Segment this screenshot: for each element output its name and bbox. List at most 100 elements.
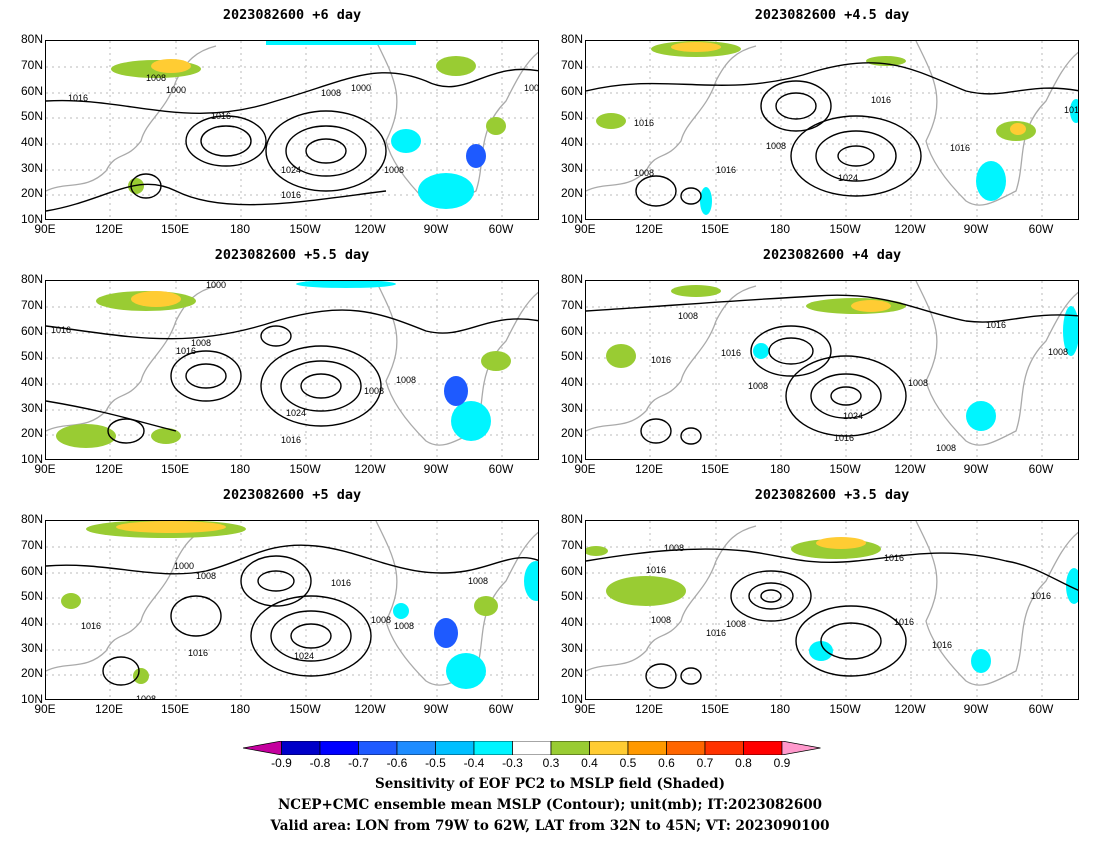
contour-label: 1016 (716, 165, 736, 175)
lon-tick-label: 120E (94, 702, 124, 716)
lat-tick-label: 80N (560, 32, 583, 46)
contour-label: 1024 (843, 411, 863, 421)
contour-label: 1008 (321, 88, 341, 98)
lat-tick-label: 40N (560, 375, 583, 389)
lon-tick-label: 180 (769, 462, 791, 476)
colorbar-tick-label: -0.3 (502, 756, 523, 770)
colorbar-tick-label: -0.8 (309, 756, 331, 770)
colorbar-cell (627, 741, 667, 755)
contour-label: 1016 (884, 553, 904, 563)
colorbar-tick-label: -0.5 (425, 756, 446, 770)
map-canvas: 1008 1016 1016 1008 1008 1016 1024 1008 … (586, 281, 1078, 459)
contour-label: 1008 (936, 443, 956, 453)
contour-label: 1008 (384, 165, 404, 175)
lat-tick-label: 80N (20, 272, 43, 286)
colorbar-cell (243, 741, 282, 755)
lat-tick-label: 80N (560, 512, 583, 526)
lon-tick-label: 120W (894, 702, 926, 716)
contour-label: 101 (1064, 105, 1079, 115)
lat-tick-label: 10N (560, 452, 583, 466)
lat-tick-label: 50N (560, 109, 583, 123)
lat-tick-label: 70N (560, 538, 583, 552)
map-frame: 1008 1016 1016 1008 1008 1016 1016 1016 … (585, 520, 1079, 700)
contour-label: 1016 (81, 621, 101, 631)
lat-tick-label: 30N (20, 641, 43, 655)
lon-tick-label: 180 (229, 702, 251, 716)
panel-title: 2023082600 +4 day (762, 247, 902, 263)
contour-label: 1008 (196, 571, 216, 581)
map-canvas: 1008 1000 1016 1008 1000 1016 1024 1016 … (46, 41, 538, 219)
contour-label: 1016 (932, 640, 952, 650)
contour-label: 1016 (1031, 591, 1051, 601)
colorbar-tick-label: -0.4 (463, 756, 485, 770)
lon-tick-label: 90W (423, 702, 449, 716)
lon-tick-label: 90W (963, 702, 989, 716)
colorbar-tick-label: 0.4 (581, 756, 598, 770)
colorbar-cell (781, 741, 821, 755)
lat-tick-label: 40N (20, 615, 43, 629)
lon-tick-label: 120W (894, 462, 926, 476)
contour-label: 1016 (68, 93, 88, 103)
lat-tick-label: 50N (560, 589, 583, 603)
map-frame: 1000 1016 1008 1016 1024 1008 1008 1016 (45, 280, 539, 460)
lon-tick-label: 60W (488, 462, 514, 476)
lat-tick-label: 30N (560, 161, 583, 175)
lat-tick-label: 60N (560, 84, 583, 98)
lat-tick-label: 70N (560, 298, 583, 312)
contour-label: 1008 (394, 621, 414, 631)
lon-tick-label: 90E (574, 702, 596, 716)
contour-label: 1008 (664, 543, 684, 553)
contour-label: 1016 (986, 320, 1006, 330)
colorbar-tick-label: 0.8 (735, 756, 752, 770)
lat-tick-label: 20N (20, 186, 43, 200)
colorbar-cell (435, 741, 475, 755)
lon-tick-label: 60W (488, 222, 514, 236)
colorbar-cell (319, 741, 359, 755)
contour-label: 1008 (908, 378, 928, 388)
lon-tick-label: 120W (894, 222, 926, 236)
panel-title: 2023082600 +5.5 day (214, 247, 370, 263)
lat-tick-label: 20N (20, 666, 43, 680)
contour-label: 1024 (281, 165, 301, 175)
lat-tick-label: 60N (20, 324, 43, 338)
colorbar-tick-label: -0.7 (348, 756, 369, 770)
lon-tick-label: 90W (963, 222, 989, 236)
lon-tick-label: 150E (160, 462, 190, 476)
colorbar-tick-label: 0.6 (658, 756, 675, 770)
contour-label: 1016 (871, 95, 891, 105)
contour-label: 1008 (468, 576, 488, 586)
lon-tick-label: 180 (769, 702, 791, 716)
lon-tick-label: 90W (423, 222, 449, 236)
contour-label: 1008 (766, 141, 786, 151)
lat-tick-label: 50N (20, 109, 43, 123)
lon-tick-label: 120E (94, 222, 124, 236)
lat-tick-label: 20N (20, 426, 43, 440)
lat-tick-label: 60N (20, 564, 43, 578)
lon-tick-label: 120E (634, 462, 664, 476)
map-canvas: 1016 1016 1008 1016 1024 1008 1016 101 (586, 41, 1079, 219)
lon-tick-label: 90E (34, 462, 56, 476)
lon-tick-label: 150W (289, 222, 321, 236)
contour-label: 1016 (176, 346, 196, 356)
lat-tick-label: 80N (560, 272, 583, 286)
lon-tick-label: 150E (160, 702, 190, 716)
colorbar-tick-label: -0.9 (271, 756, 292, 770)
caption-line-1: Sensitivity of EOF PC2 to MSLP field (Sh… (374, 776, 726, 792)
lat-tick-label: 70N (560, 58, 583, 72)
colorbar-cell (281, 741, 321, 755)
contour-label: 1008 (396, 375, 416, 385)
colorbar-cell (358, 741, 398, 755)
contour-label: 1016 (651, 355, 671, 365)
contour-label: 1016 (646, 565, 666, 575)
lon-tick-label: 150W (829, 222, 861, 236)
colorbar-tick-label: 0.9 (773, 756, 791, 770)
caption-line-2: NCEP+CMC ensemble mean MSLP (Contour); u… (277, 797, 823, 813)
lat-tick-label: 60N (20, 84, 43, 98)
colorbar-tick-label: -0.6 (386, 756, 408, 770)
lat-tick-label: 30N (20, 161, 43, 175)
colorbar-cell (704, 741, 744, 755)
contour-label: 1016 (51, 325, 71, 335)
colorbar-cell (550, 741, 590, 755)
contour-label: 1016 (281, 435, 301, 445)
lon-tick-label: 150E (160, 222, 190, 236)
